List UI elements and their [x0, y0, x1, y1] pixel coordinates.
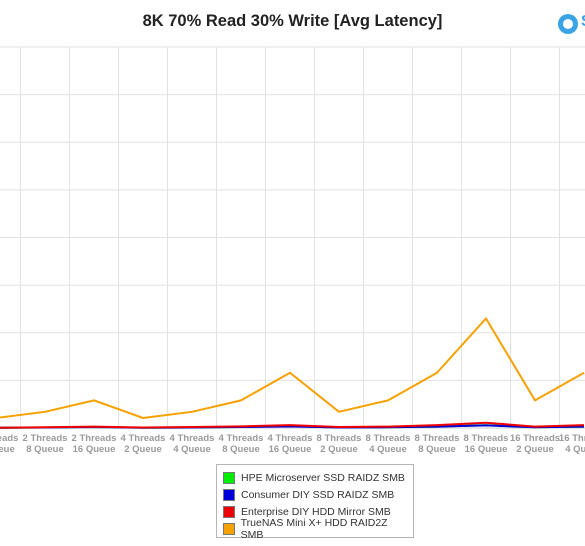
x-tick-label: 8 Threads 4 Queue	[366, 433, 411, 455]
x-tick-label: 8 Threads 2 Queue	[317, 433, 362, 455]
legend-swatch	[223, 505, 235, 518]
x-tick-label: 8 Threads 8 Queue	[415, 433, 460, 455]
series-lines	[0, 317, 585, 429]
x-tick-label: 2 Threads 16 Queue	[72, 433, 117, 455]
x-tick-label: 4 Threads 2 Queue	[121, 433, 166, 455]
legend-swatch	[223, 471, 235, 484]
x-tick-label: 16 Threads 2 Queue	[510, 433, 560, 455]
legend-swatch	[223, 488, 235, 501]
series-line-2	[0, 421, 585, 429]
chart-title: 8K 70% Read 30% Write [Avg Latency]	[142, 12, 443, 30]
legend-label: HPE Microserver SSD RAIDZ SMB	[241, 471, 405, 484]
legend-swatch	[223, 522, 235, 535]
legend-item: HPE Microserver SSD RAIDZ SMB	[223, 469, 407, 486]
legend-item: TrueNAS Mini X+ HDD RAID2Z SMB	[223, 517, 407, 541]
x-tick-label: 8 Threads 16 Queue	[464, 433, 509, 455]
legend-label: TrueNAS Mini X+ HDD RAID2Z SMB	[240, 516, 388, 541]
legend-label: Enterprise DIY HDD Mirror SMB	[241, 505, 391, 518]
x-tick-label: 4 Threads 8 Queue	[219, 433, 264, 455]
legend-item: Consumer DIY SSD RAIDZ SMB	[223, 486, 407, 503]
x-tick-label: 4 Threads 4 Queue	[170, 433, 215, 455]
series-line-3	[0, 317, 585, 419]
legend: HPE Microserver SSD RAIDZ SMB Consumer DI…	[216, 464, 414, 541]
x-tick-label: 4 Threads 16 Queue	[268, 433, 313, 455]
grid	[0, 46, 585, 429]
legend-item: Enterprise DIY HDD Mirror SMB	[223, 503, 407, 520]
logo-text: S	[581, 13, 585, 31]
logo-icon	[558, 14, 578, 34]
legend-label: Consumer DIY SSD RAIDZ SMB	[241, 488, 395, 501]
x-tick-label: 2 Threads 8 Queue	[23, 433, 68, 455]
